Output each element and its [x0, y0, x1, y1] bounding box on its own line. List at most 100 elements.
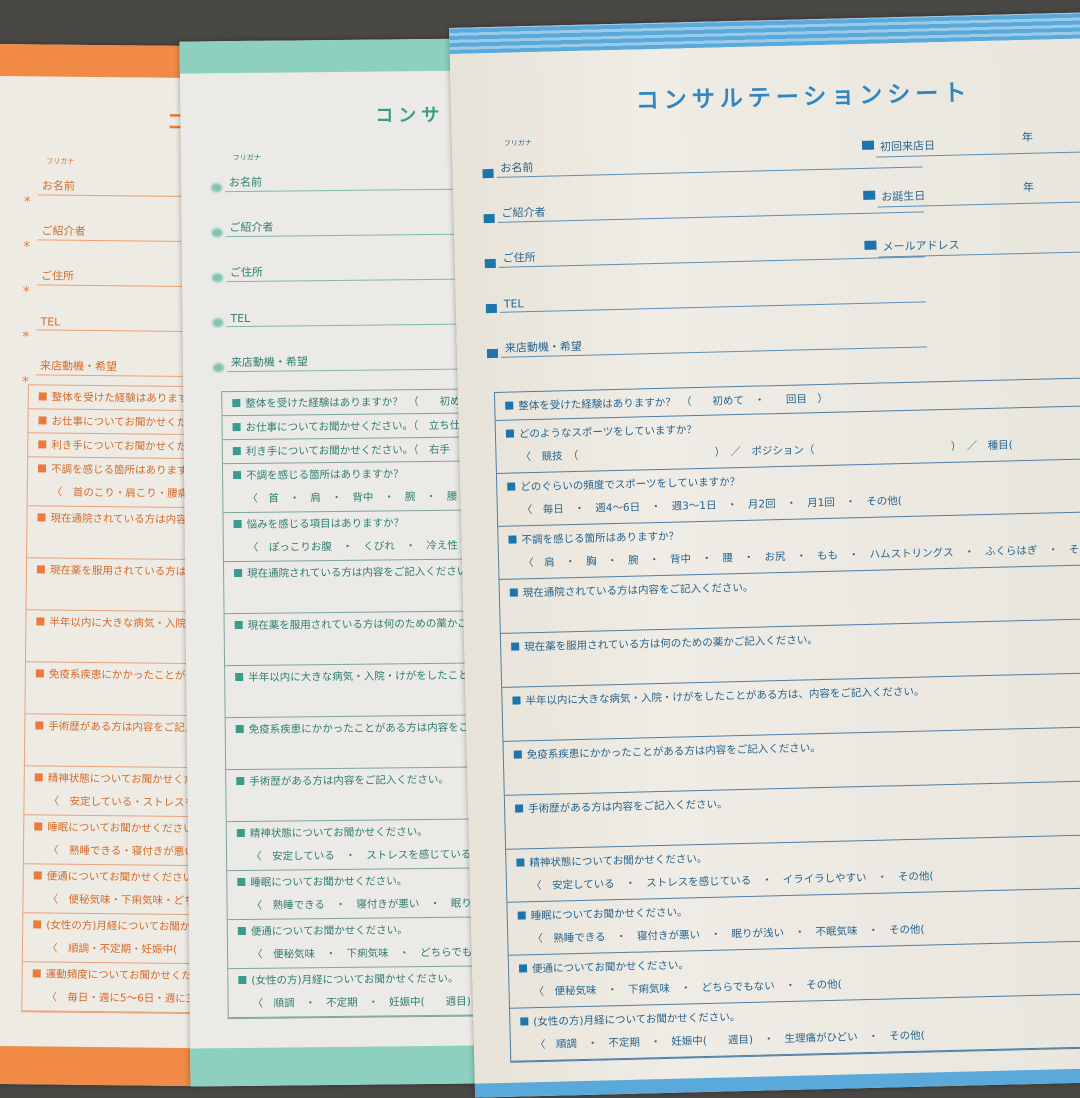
square-bullet-icon [512, 696, 521, 705]
question-row[interactable]: 手術歴がある方は内容をご記入く [24, 714, 206, 770]
field-label: TEL [503, 297, 524, 311]
field-label: ご住所 [229, 265, 264, 280]
question-text: お仕事についてお聞かせくださ [51, 415, 198, 430]
question-text: 免疫系疾患にかかったことがある方は内容をご記入ください。 [526, 742, 821, 762]
square-bullet-icon [235, 672, 244, 682]
form-field[interactable]: フリガナ お名前 [211, 147, 491, 197]
square-bullet-icon [33, 920, 42, 929]
question-text: 現在薬を服用されている方は何の [49, 564, 206, 579]
square-bullet-icon [233, 519, 242, 529]
question-row[interactable]: 免疫系疾患にかかったことがある方は内容をご記 [225, 715, 491, 771]
question-row[interactable]: (女性の方)月経についてお聞かせください。〈 順調 ・ 不定期 ・ 妊娠中( 週… [228, 966, 491, 1019]
question-row[interactable]: 睡眠についてお聞かせください。〈 熟睡できる・寝付きが悪い・ [23, 815, 206, 868]
question-row[interactable]: 便通についてお聞かせください。〈 便秘気味 ・ 下痢気味 ・ どちらでも [227, 917, 491, 970]
question-row[interactable]: 半年以内に大きな病気・入院・ [25, 610, 206, 666]
answer-options[interactable]: 〈 順調 ・ 不定期 ・ 妊娠中( 週目) [252, 995, 471, 1010]
question-row[interactable]: 不調を感じる箇所はありますか？ 〈 首 ・ 肩 ・ 背中 ・ 腕 ・ 腰 ・ [222, 461, 491, 514]
year-suffix: 年 [1022, 180, 1035, 194]
question-row[interactable]: 半年以内に大きな病気・入院・けがをしたことが [225, 663, 491, 719]
field-input-line[interactable] [225, 186, 491, 193]
form-field[interactable]: * 来店動機・希望 [22, 334, 206, 390]
form-field[interactable]: 来店動機・希望 [212, 327, 491, 377]
square-bullet-icon [235, 724, 244, 734]
question-text: 現在通院されている方は内容を [50, 512, 198, 527]
question-text: 悩みを感じる項目はありますか？ [246, 517, 405, 531]
question-text: (女性の方)月経についてお聞かせください。 [251, 972, 459, 987]
square-bullet-icon [517, 911, 526, 920]
form-field[interactable]: * TEL [22, 289, 206, 345]
form-field[interactable]: 来店動機・希望 [486, 306, 927, 362]
field-input-line[interactable] [35, 374, 206, 380]
question-table: 整体を受けた経験はありますか？ （ 初めて お仕事についてお聞かせください。（ 立… [221, 388, 491, 1020]
question-row[interactable]: 精神状態についてお聞かせください。〈 安定している ・ ストレスを感じている [226, 819, 491, 872]
field-label: メールアドレス [882, 238, 960, 254]
form-field[interactable]: メールアドレス [864, 227, 1080, 283]
question-row[interactable]: 現在通院されている方は内容をご記入ください。 [223, 559, 491, 615]
answer-options[interactable]: 〈 熟睡できる・寝付きが悪い・ [47, 844, 206, 859]
square-bullet-icon [34, 773, 43, 782]
question-row[interactable]: お仕事についてお聞かせくださ [28, 409, 206, 437]
answer-options[interactable]: 〈 安定している・ストレスを感じ [48, 795, 206, 810]
answer-options[interactable]: 〈 首のこり・肩こり・腰痛・ひ [51, 486, 206, 501]
answer-options[interactable]: 〈 便秘気味・下痢気味・どちらで [47, 893, 206, 908]
answer-options[interactable]: 〈 順調・不定期・妊娠中( 週 [46, 942, 206, 957]
form-field[interactable]: お誕生日 年 [863, 177, 1080, 233]
question-row[interactable]: 運動頻度についてお聞かせくださ〈 毎日・週に5～6日・週に3～4 [22, 962, 206, 1015]
field-input-line[interactable] [226, 321, 491, 328]
square-bullet-icon [234, 620, 243, 630]
form-field[interactable]: ご住所 [211, 237, 491, 287]
question-row[interactable]: 睡眠についてお聞かせください。〈 熟睡できる ・ 寝付きが悪い ・ 眠りが [227, 868, 491, 921]
form-field[interactable]: ご紹介者 [211, 192, 491, 242]
question-row[interactable]: 現在薬を服用されている方は何のための薬かご記 [224, 611, 491, 667]
square-marker-icon [211, 273, 224, 283]
form-field[interactable]: 初回来店日 年 [861, 127, 1080, 183]
question-row[interactable]: 免疫系疾患にかかったことがある [25, 662, 206, 718]
field-label: 来店動機・希望 [40, 359, 118, 374]
square-bullet-icon [507, 482, 516, 491]
question-row[interactable]: 精神状態についてお聞かせくださ〈 安定している・ストレスを感じ [24, 766, 206, 819]
form-field[interactable]: * フリガナ お名前 [24, 154, 206, 210]
answer-options[interactable]: 〈 安定している ・ ストレスを感じている [251, 848, 472, 863]
square-bullet-icon [516, 858, 525, 867]
footer-band [474, 1068, 1080, 1098]
consultation-sheet-green: コンサ フリガナ お名前 ご紹介者 ご住所 TEL 来店動機・希望 整体を受けた経験はあります… [179, 38, 491, 1087]
question-text: 便通についてお聞かせください。 [531, 959, 690, 976]
question-row[interactable]: 不調を感じる箇所はありますか〈 首のこり・肩こり・腰痛・ひ [27, 457, 206, 510]
answer-options[interactable]: 〈 毎日・週に5～6日・週に3～4 [46, 991, 206, 1006]
square-marker-icon [212, 363, 225, 373]
square-marker-icon [486, 348, 499, 359]
answer-options[interactable]: 〈 ぽっこりお腹 ・ くびれ ・ 冷え性 ・ [247, 539, 479, 554]
consultation-sheet-orange: コ*フリガナお名前*ご紹介者*ご住所*TEL*来店動機・希望整体を受けた経験はあ… [0, 43, 206, 1087]
question-text: 手術歴がある方は内容をご記入く [48, 720, 206, 735]
question-row[interactable]: 整体を受けた経験はありますか？ （ 初めて [222, 389, 491, 417]
field-list: フリガナ お名前 ご紹介者ご住所 TEL 来店動機・希望 [211, 147, 491, 377]
question-row[interactable]: 現在通院されている方は内容を [27, 506, 206, 562]
question-row[interactable]: お仕事についてお聞かせください。（ 立ち仕事 [222, 413, 491, 441]
square-bullet-icon [508, 535, 517, 544]
answer-options[interactable]: 〈 熟睡できる ・ 寝付きが悪い ・ 眠りが [251, 897, 483, 912]
form-field[interactable]: TEL [212, 282, 491, 332]
square-bullet-icon [509, 588, 518, 597]
field-label: 来店動機・希望 [504, 339, 583, 355]
question-text: 便通についてお聞かせください。 [250, 924, 408, 938]
form-field[interactable]: * ご紹介者 [23, 199, 206, 255]
question-row[interactable]: 利き手についてお聞かせくださ [28, 433, 206, 461]
answer-options[interactable]: 〈 便秘気味 ・ 下痢気味 ・ どちらでも [252, 946, 473, 961]
square-bullet-icon [233, 470, 242, 480]
field-label: ご住所 [40, 269, 75, 283]
question-row[interactable]: 利き手についてお聞かせください。（ 右手 ・ [222, 437, 491, 465]
field-input-line[interactable] [226, 276, 491, 283]
answer-options[interactable]: 〈 首 ・ 肩 ・ 背中 ・ 腕 ・ 腰 ・ [247, 490, 479, 505]
question-row[interactable]: 便通についてお聞かせください。〈 便秘気味・下痢気味・どちらで [23, 864, 206, 917]
question-row[interactable]: 現在薬を服用されている方は何の [26, 558, 206, 614]
question-row[interactable]: 悩みを感じる項目はありますか？ 〈 ぽっこりお腹 ・ くびれ ・ 冷え性 ・ [223, 510, 491, 563]
form-field[interactable]: * ご住所 [23, 244, 206, 300]
field-list: フリガナ お名前 ご紹介者 ご住所 TEL 来店動機・希望 [482, 126, 927, 362]
field-label: お名前 [500, 160, 534, 175]
sheet-title: コンサルテーションシート [635, 80, 972, 115]
square-bullet-icon [511, 642, 520, 651]
question-text: 睡眠についてお聞かせください。 [250, 875, 408, 889]
question-row[interactable]: 手術歴がある方は内容をご記入ください。 [226, 767, 491, 823]
question-row[interactable]: (女性の方)月経についてお聞かせ〈 順調・不定期・妊娠中( 週 [22, 913, 206, 966]
question-row[interactable]: 整体を受けた経験はありますか [28, 385, 206, 413]
